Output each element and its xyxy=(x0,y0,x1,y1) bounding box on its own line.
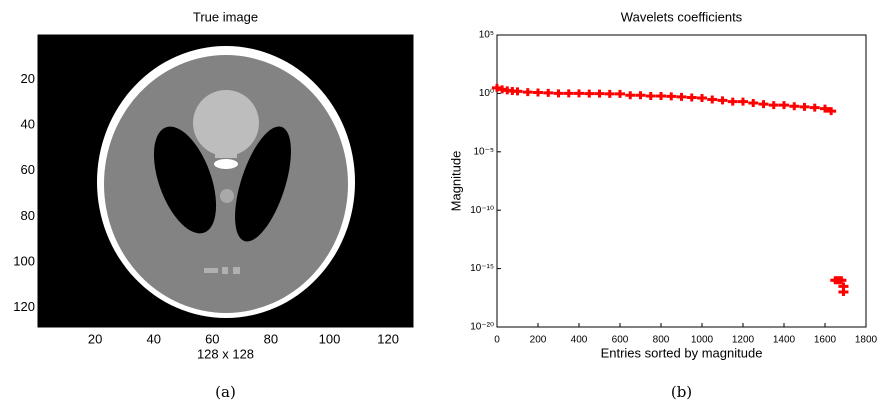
chart-title: True image xyxy=(193,9,258,24)
point xyxy=(779,101,789,110)
point xyxy=(738,97,748,106)
x-tick-label: 600 xyxy=(612,335,629,346)
x-tick-label: 60 xyxy=(205,331,219,346)
point xyxy=(838,287,849,296)
x-tick-label: 40 xyxy=(146,331,160,346)
y-tick-label: 20 xyxy=(21,71,35,86)
point xyxy=(809,103,820,112)
point xyxy=(707,95,718,104)
x-tick-label: 80 xyxy=(264,331,278,346)
x-tick-label: 400 xyxy=(571,335,588,346)
point xyxy=(594,89,605,98)
x-tick-label: 200 xyxy=(530,335,547,346)
point xyxy=(758,100,769,109)
point xyxy=(533,88,543,97)
point xyxy=(615,89,625,98)
caption: (a) xyxy=(215,383,236,401)
point xyxy=(789,102,800,111)
image-frame xyxy=(37,34,414,328)
y-tick-label: 10⁵ xyxy=(479,30,494,41)
point xyxy=(645,91,656,100)
point xyxy=(697,94,707,103)
x-tick-label: 1600 xyxy=(814,335,837,346)
point xyxy=(563,89,574,98)
point xyxy=(826,107,837,116)
y-tick-label: 80 xyxy=(21,208,35,223)
point xyxy=(522,88,533,97)
point xyxy=(584,89,595,98)
caption: (b) xyxy=(671,383,692,401)
x-tick-label: 1400 xyxy=(773,335,796,346)
x-tick-label: 800 xyxy=(653,335,670,346)
point xyxy=(492,83,502,92)
x-axis-label: 128 x 128 xyxy=(197,346,254,361)
point xyxy=(553,89,564,98)
phantom-image xyxy=(38,35,413,327)
y-tick-label: 10⁻¹⁵ xyxy=(470,263,494,274)
x-tick-label: 100 xyxy=(319,331,341,346)
y-tick-label: 10⁻⁵ xyxy=(473,146,494,157)
point xyxy=(574,89,584,98)
x-tick-label: 1200 xyxy=(732,335,755,346)
point xyxy=(717,96,728,105)
point xyxy=(727,97,738,106)
point xyxy=(676,92,687,101)
x-tick-label: 0 xyxy=(494,335,500,346)
point xyxy=(625,91,636,100)
x-axis-label: Entries sorted by magnitude xyxy=(601,345,763,360)
point xyxy=(635,91,646,100)
point xyxy=(543,88,554,97)
point xyxy=(656,91,666,100)
point xyxy=(820,104,830,113)
x-tick-label: 1800 xyxy=(855,335,878,346)
y-tick-label: 40 xyxy=(21,117,35,132)
x-tick-label: 20 xyxy=(88,331,102,346)
y-tick-label: 10⁻²⁰ xyxy=(470,322,494,333)
point xyxy=(748,99,759,108)
point xyxy=(604,89,615,98)
chart-title: Wavelets coefficients xyxy=(621,9,743,24)
y-tick-label: 10⁻¹⁰ xyxy=(470,205,494,216)
y-tick-label: 10⁰ xyxy=(479,88,494,99)
point xyxy=(836,276,847,285)
y-axis-label: Magnitude xyxy=(448,151,463,212)
plot-frame xyxy=(496,34,867,328)
point xyxy=(799,102,810,111)
point xyxy=(512,87,523,96)
point xyxy=(686,93,697,102)
x-tick-label: 1000 xyxy=(691,335,714,346)
y-tick-label: 60 xyxy=(21,162,35,177)
y-tick-label: 100 xyxy=(13,253,35,268)
point xyxy=(768,101,779,110)
point xyxy=(666,92,677,101)
y-tick-label: 120 xyxy=(13,299,35,314)
x-tick-label: 120 xyxy=(377,331,399,346)
